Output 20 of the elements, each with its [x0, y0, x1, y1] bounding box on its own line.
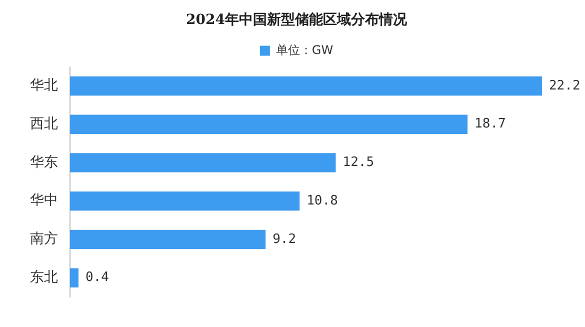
data-label: 10.8 [306, 193, 338, 208]
y-tick-label: 东北 [30, 269, 58, 286]
bar [70, 153, 336, 172]
bar [70, 76, 542, 96]
data-label: 0.4 [86, 270, 110, 286]
legend-label: 单位：GW [276, 42, 334, 57]
bar [70, 230, 266, 250]
bar [70, 191, 300, 211]
y-tick-label: 华北 [30, 78, 58, 94]
chart-title: 2024年中国新型储能区域分布情况 [186, 11, 408, 28]
data-label: 9.2 [272, 232, 296, 247]
bar [70, 268, 79, 288]
bar [70, 114, 468, 134]
data-label: 12.5 [342, 155, 374, 170]
y-tick-label: 华东 [30, 154, 58, 170]
data-label: 22.2 [548, 78, 580, 94]
y-tick-label: 西北 [30, 116, 58, 132]
y-tick-label: 华中 [30, 192, 58, 209]
y-tick-label: 南方 [30, 231, 58, 248]
data-label: 18.7 [474, 116, 506, 132]
